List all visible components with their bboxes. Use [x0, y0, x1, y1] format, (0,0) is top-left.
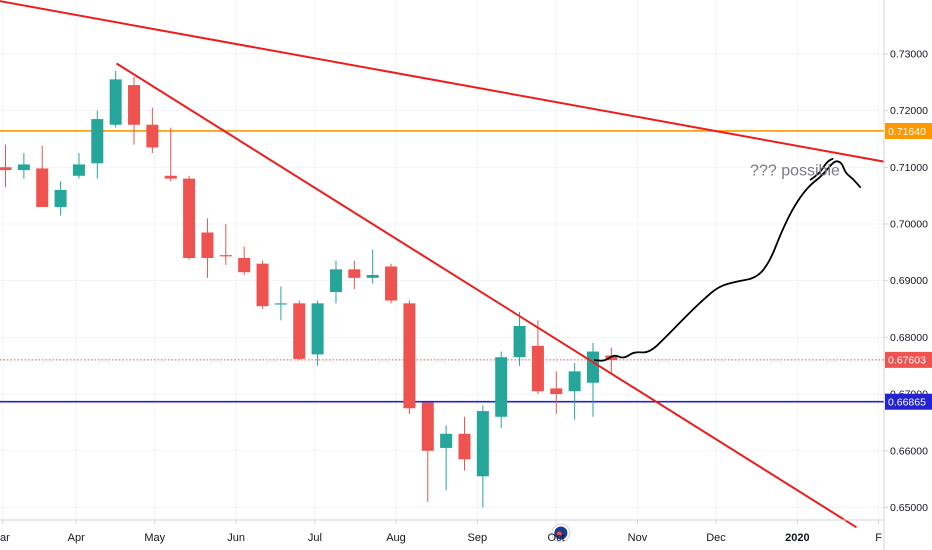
- y-tick-label: 0.71000: [890, 162, 928, 174]
- candle-body-down: [421, 402, 434, 451]
- candle-body-down: [183, 178, 196, 258]
- candle-body-up: [440, 433, 453, 448]
- support-price-label: 0.66865: [888, 397, 926, 409]
- event-flag-dot: [556, 531, 562, 537]
- y-tick-label: 0.66000: [890, 445, 928, 457]
- candle-body-down: [293, 303, 306, 359]
- current-price-label: 0.67603: [888, 355, 926, 367]
- y-tick-label: 0.68000: [890, 332, 928, 344]
- y-tick-label: 0.72000: [890, 105, 928, 117]
- x-tick-label: Aug: [386, 532, 406, 544]
- x-tick-label: Jul: [308, 532, 322, 544]
- candle-body-up: [109, 79, 122, 125]
- y-tick-label: 0.73000: [890, 48, 928, 60]
- x-tick-label: Dec: [706, 532, 726, 544]
- candle-body-down: [219, 255, 232, 257]
- candle-body-down: [146, 124, 159, 148]
- candle-body-down: [164, 175, 177, 179]
- x-tick-label: Nov: [628, 532, 648, 544]
- candle-body-down: [36, 168, 49, 207]
- current-price-badge: [885, 351, 932, 368]
- x-tick-label: May: [144, 532, 165, 544]
- candle-body-up: [274, 303, 287, 305]
- x-tick-label: Apr: [68, 532, 85, 544]
- candle-body-up: [476, 411, 489, 477]
- projection-drawing: [593, 160, 861, 362]
- candle-body-up: [17, 164, 30, 171]
- candle-body-up: [568, 371, 581, 392]
- candle-body-down: [550, 388, 563, 395]
- x-tick-label: Jun: [227, 532, 245, 544]
- freehand-drawing: [593, 157, 861, 362]
- candle-body-down: [385, 266, 398, 301]
- candlestick-series: [0, 70, 618, 508]
- y-tick-label: 0.70000: [890, 218, 928, 230]
- candle-body-up: [54, 189, 67, 207]
- candle-body-up: [329, 269, 342, 293]
- candle-body-down: [238, 257, 251, 273]
- candle-body-up: [91, 119, 104, 164]
- annotations: ??? possible: [551, 162, 840, 543]
- x-tick-label: F: [875, 532, 882, 544]
- candle-body-down: [128, 85, 141, 125]
- candle-body-down: [458, 433, 471, 460]
- trendlines: [0, 0, 885, 529]
- projection-drawing-stroke: [809, 157, 834, 181]
- resistance-price-badge: [885, 122, 932, 139]
- candle-body-down: [0, 167, 12, 171]
- y-tick-label: 0.69000: [890, 275, 928, 287]
- y-tick-label: 0.65000: [890, 502, 928, 514]
- candle-body-down: [531, 345, 544, 392]
- candle-body-up: [366, 275, 379, 278]
- candle-body-up: [587, 351, 600, 383]
- lower-trendline: [116, 62, 857, 529]
- upper-trendline: [0, 0, 885, 163]
- candle-body-down: [201, 232, 214, 258]
- candle-body-down: [403, 303, 416, 409]
- x-tick-label: 2020: [785, 532, 809, 544]
- resistance-price-label: 0.71640: [888, 126, 926, 138]
- candle-body-up: [513, 326, 526, 358]
- candle-body-up: [311, 303, 324, 355]
- candle-body-down: [605, 355, 618, 361]
- x-tick-label: Oct: [548, 532, 565, 544]
- candle-body-up: [72, 164, 85, 176]
- x-tick-label: Sep: [468, 532, 488, 544]
- support-price-badge: [885, 393, 932, 410]
- annotation-text: ??? possible: [750, 162, 840, 179]
- candle-body-up: [495, 357, 508, 417]
- candle-body-down: [348, 269, 361, 278]
- x-tick-label: ar: [0, 532, 10, 544]
- candle-body-down: [256, 263, 269, 307]
